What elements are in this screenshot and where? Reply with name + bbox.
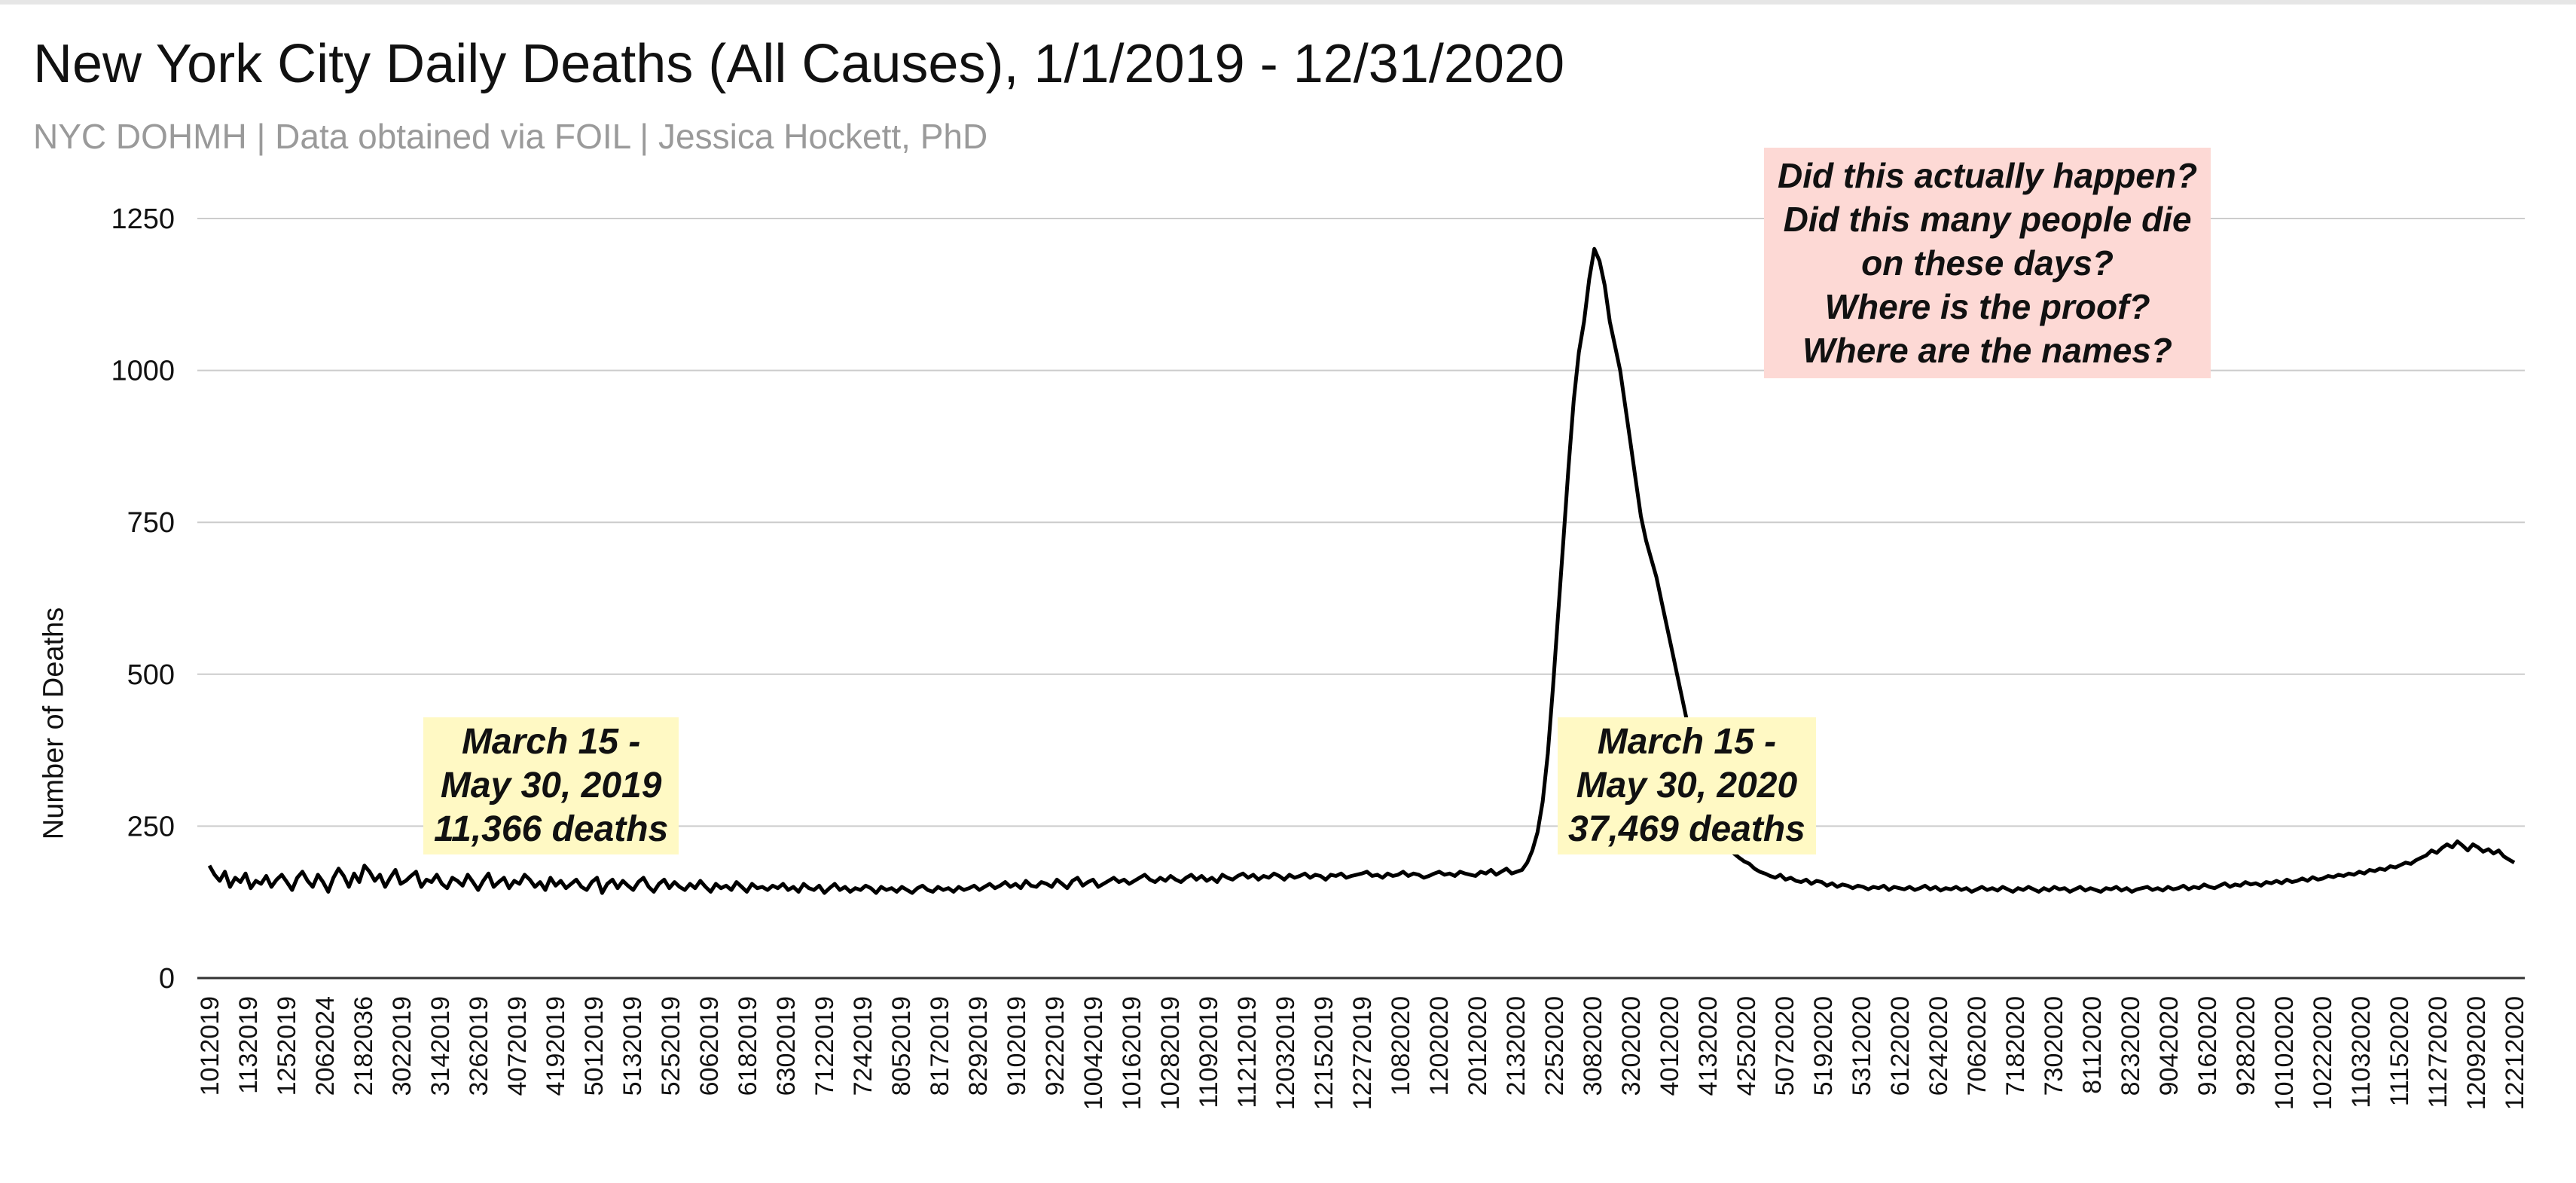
y-tick-labels: 0 250 500 750 1000 1250 <box>111 203 175 995</box>
annotation-question-line-4: Where is the proof? <box>1824 287 2150 326</box>
series-layer <box>207 246 2516 895</box>
x-tick-label: 2012020 <box>1463 996 1492 1096</box>
x-tick-label: 1202020 <box>1425 996 1454 1096</box>
x-tick-label: 5072020 <box>1771 996 1799 1096</box>
chart-title: New York City Daily Deaths (All Causes),… <box>33 34 1565 94</box>
x-tick-label: 12152019 <box>1310 996 1338 1110</box>
annotation-2020-line-3: 37,469 deaths <box>1568 809 1805 849</box>
x-tick-label: 6122020 <box>1886 996 1915 1096</box>
x-tick-label: 8172019 <box>926 996 954 1096</box>
x-tick-label: 4192019 <box>542 996 570 1096</box>
x-tick-label: 8232020 <box>2117 996 2145 1096</box>
x-tick-label: 8052019 <box>887 996 916 1096</box>
series-line-daily-deaths <box>207 246 2516 895</box>
x-tick-label: 9282020 <box>2232 996 2260 1096</box>
x-tick-label: 4132020 <box>1694 996 1723 1096</box>
x-tick-label: 6182019 <box>734 996 762 1096</box>
x-tick-label: 10162019 <box>1118 996 1146 1110</box>
x-tick-label: 9042020 <box>2155 996 2184 1096</box>
x-tick-label: 5192020 <box>1809 996 1838 1096</box>
x-tick-label: 10222020 <box>2309 996 2337 1110</box>
annotation-2020-line-1: March 15 - <box>1597 722 1777 762</box>
x-tick-label: 11272020 <box>2424 996 2452 1108</box>
y-tick-label: 250 <box>127 811 175 842</box>
x-tick-label: 4072019 <box>503 996 532 1096</box>
x-tick-label: 11092019 <box>1195 996 1223 1108</box>
x-tick-labels: 1012019 1132019 1252019 2062024 2182036 30220… <box>196 996 2529 1110</box>
annotation-question-line-1: Did this actually happen? <box>1778 156 2198 195</box>
x-tick-label: 5312020 <box>1848 996 1876 1096</box>
x-tick-label: 8112020 <box>2078 996 2107 1094</box>
x-tick-label: 12212020 <box>2501 996 2529 1110</box>
x-tick-label: 9222019 <box>1041 996 1070 1096</box>
x-tick-label: 10282019 <box>1156 996 1185 1110</box>
x-tick-label: 11212019 <box>1233 996 1262 1108</box>
x-tick-label: 4252020 <box>1732 996 1761 1096</box>
x-tick-label: 7302020 <box>2040 996 2068 1096</box>
annotation-2019: March 15 - May 30, 2019 11,366 deaths <box>423 717 679 854</box>
x-tick-label: 11152020 <box>2385 996 2414 1106</box>
x-tick-label: 5132019 <box>618 996 647 1096</box>
x-tick-label: 7122019 <box>810 996 839 1096</box>
x-tick-label: 2062024 <box>311 996 340 1096</box>
x-tick-label: 5252019 <box>657 996 685 1096</box>
x-tick-label: 2132020 <box>1502 996 1531 1096</box>
x-tick-label: 10042019 <box>1079 996 1108 1110</box>
x-tick-label: 1132019 <box>234 996 263 1094</box>
x-tick-label: 11032020 <box>2347 996 2376 1108</box>
x-tick-label: 5012019 <box>580 996 609 1096</box>
x-tick-label: 1252019 <box>273 996 301 1096</box>
y-tick-label: 500 <box>127 659 175 691</box>
x-tick-label: 1012019 <box>196 996 224 1096</box>
x-tick-label: 12032019 <box>1271 996 1300 1110</box>
annotation-2019-line-1: March 15 - <box>461 722 641 762</box>
x-tick-label: 6062019 <box>695 996 724 1096</box>
x-tick-label: 3262019 <box>465 996 493 1096</box>
annotation-2019-line-3: 11,366 deaths <box>434 809 669 849</box>
x-tick-label: 10102020 <box>2270 996 2299 1110</box>
x-tick-label: 3022019 <box>388 996 417 1096</box>
annotation-question-line-2: Did this many people die <box>1783 200 2192 239</box>
y-tick-label: 0 <box>159 963 175 995</box>
x-tick-label: 8292019 <box>964 996 993 1096</box>
y-tick-label: 750 <box>127 507 175 539</box>
annotation-2020: March 15 - May 30, 2020 37,469 deaths <box>1558 717 1816 854</box>
x-tick-label: 7242019 <box>849 996 877 1096</box>
x-tick-label: 4012020 <box>1656 996 1684 1096</box>
x-tick-label: 1082020 <box>1387 996 1415 1096</box>
x-tick-label: 12092020 <box>2462 996 2491 1110</box>
x-tick-label: 2252020 <box>1540 996 1569 1096</box>
annotation-question-line-5: Where are the names? <box>1802 331 2173 370</box>
x-tick-label: 9162020 <box>2193 996 2222 1096</box>
x-tick-label: 6242020 <box>1924 996 1953 1096</box>
x-tick-label: 2182036 <box>349 996 378 1096</box>
x-tick-label: 3142019 <box>426 996 455 1096</box>
x-tick-label: 3202020 <box>1617 996 1646 1096</box>
annotation-2020-line-2: May 30, 2020 <box>1576 766 1798 805</box>
x-tick-label: 6302019 <box>772 996 801 1096</box>
chart-subtitle: NYC DOHMH | Data obtained via FOIL | Jes… <box>33 117 988 156</box>
x-tick-label: 7182020 <box>2001 996 2030 1096</box>
x-tick-label: 7062020 <box>1963 996 1992 1096</box>
x-tick-label: 3082020 <box>1579 996 1607 1096</box>
y-tick-label: 1000 <box>111 356 175 387</box>
x-tick-label: 9102019 <box>1003 996 1031 1096</box>
annotation-question-line-3: on these days? <box>1861 243 2114 283</box>
y-tick-label: 1250 <box>111 203 175 235</box>
x-tick-label: 12272019 <box>1348 996 1377 1110</box>
annotation-question: Did this actually happen? Did this many … <box>1764 148 2211 378</box>
top-divider <box>0 0 2576 5</box>
annotation-2019-line-2: May 30, 2019 <box>440 766 662 805</box>
